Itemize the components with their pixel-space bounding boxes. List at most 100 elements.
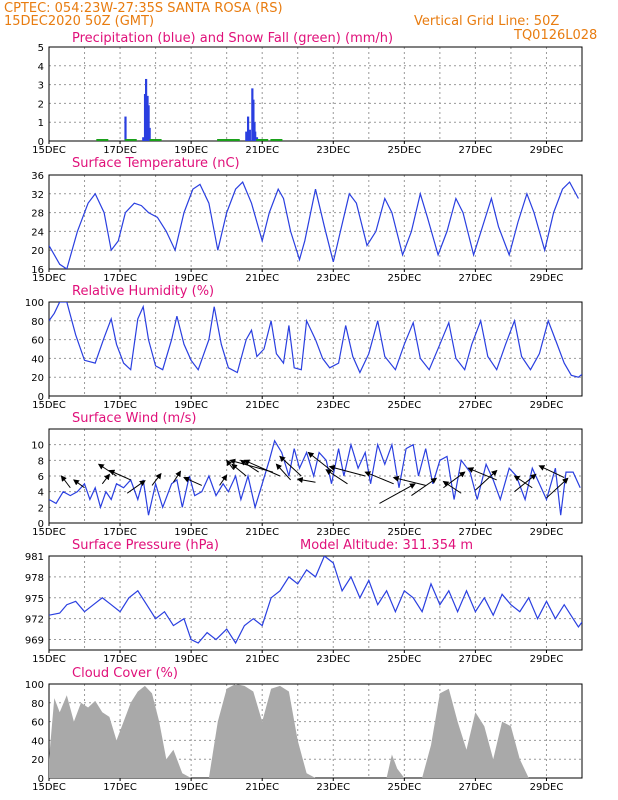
x-tick-label: 29DEC	[530, 273, 564, 284]
y-tick-label: 0	[38, 137, 44, 148]
plot-area	[49, 181, 579, 269]
wind-arrow	[392, 475, 426, 486]
wind-arrow	[60, 475, 71, 489]
y-tick-label: 80	[31, 699, 44, 710]
x-tick-label: 25DEC	[387, 400, 421, 411]
panel-frame	[48, 174, 583, 270]
cloud-cover-area	[49, 684, 582, 778]
y-tick-label: 2	[38, 99, 44, 110]
snowfall-bar	[217, 139, 230, 141]
wind-arrow	[108, 469, 131, 481]
x-tick-label: 21DEC	[245, 273, 279, 284]
pressure-panel: Surface Pressure (hPa) Model Altitude: 3…	[25, 538, 583, 665]
y-tick-label: 80	[31, 317, 44, 328]
x-tick-label: 29DEC	[530, 400, 564, 411]
x-tick-label: 25DEC	[387, 273, 421, 284]
y-tick-label: 981	[25, 552, 44, 563]
precipitation-bar	[254, 131, 257, 141]
x-tick-label: 17DEC	[103, 654, 137, 665]
x-tick-label: 23DEC	[316, 273, 350, 284]
wind-arrow	[279, 455, 302, 477]
precipitation-bar	[148, 127, 151, 141]
wind-arrow	[475, 469, 498, 491]
x-tick-label: 19DEC	[174, 782, 208, 793]
y-tick-label: 0	[38, 392, 44, 403]
panel-frame	[48, 428, 583, 524]
wind-arrow	[379, 483, 416, 504]
y-tick-label: 972	[25, 615, 44, 626]
precipitation-title: Precipitation (blue) and Snow Fall (gree…	[72, 31, 393, 46]
y-tick-label: 60	[31, 336, 44, 347]
x-tick-label: 23DEC	[316, 145, 350, 156]
x-tick-label: 27DEC	[459, 400, 493, 411]
wind-arrow	[231, 463, 247, 477]
x-tick-label: 23DEC	[316, 654, 350, 665]
precipitation-bar	[142, 137, 145, 141]
x-tick-label: 17DEC	[103, 273, 137, 284]
y-tick-label: 16	[31, 265, 44, 276]
y-tick-label: 2	[38, 503, 44, 514]
wind-arrow	[328, 464, 366, 477]
y-tick-label: 3	[38, 81, 44, 92]
x-tick-label: 17DEC	[103, 527, 137, 538]
x-tick-label: 21DEC	[245, 145, 279, 156]
plot-area	[49, 684, 582, 778]
y-tick-label: 5	[38, 43, 44, 54]
y-tick-label: 1	[38, 118, 44, 129]
y-tick-label: 8	[38, 456, 44, 467]
precipitation-bar	[248, 129, 251, 141]
x-tick-label: 15DEC	[32, 782, 66, 793]
wind-arrow	[172, 470, 182, 483]
y-tick-label: 100	[25, 298, 44, 309]
x-tick-label: 21DEC	[245, 527, 279, 538]
y-tick-label: 36	[31, 171, 44, 182]
x-tick-label: 29DEC	[530, 654, 564, 665]
precipitation-bar	[245, 131, 248, 141]
y-tick-label: 978	[25, 573, 44, 584]
series-line	[49, 302, 582, 378]
wind-arrow	[296, 477, 316, 483]
wind-arrow	[467, 467, 497, 481]
y-tick-label: 0	[38, 519, 44, 530]
x-tick-label: 27DEC	[459, 145, 493, 156]
x-tick-label: 27DEC	[459, 527, 493, 538]
run-time-label: 15DEC2020 50Z (GMT)	[4, 14, 154, 29]
temperature-panel: Surface Temperature (nC) 16 20 24 28 32 36 15D…	[31, 156, 583, 284]
cloud-cover-panel: Cloud Cover (%) 0 20 40 60 80 100 15DEC 17DEC 19…	[25, 666, 583, 793]
precipitation-bar	[252, 99, 255, 141]
x-tick-label: 21DEC	[245, 654, 279, 665]
y-tick-label: 10	[31, 441, 44, 452]
x-tick-label: 15DEC	[32, 400, 66, 411]
series-line	[49, 439, 581, 516]
plot-area	[96, 78, 283, 141]
wind-arrow	[364, 471, 394, 485]
precipitation-panel: Precipitation (blue) and Snow Fall (gree…	[32, 31, 583, 156]
x-tick-label: 25DEC	[387, 654, 421, 665]
x-tick-label: 19DEC	[174, 400, 208, 411]
x-tick-label: 15DEC	[32, 145, 66, 156]
x-tick-label: 27DEC	[459, 654, 493, 665]
wind-arrow	[151, 472, 162, 486]
y-tick-label: 975	[25, 594, 44, 605]
y-tick-label: 20	[31, 246, 44, 257]
wind-arrow	[97, 463, 117, 477]
x-tick-label: 29DEC	[530, 145, 564, 156]
wind-arrow	[442, 480, 462, 494]
plot-area	[49, 556, 582, 645]
panel-frame	[48, 555, 583, 651]
y-tick-label: 20	[31, 373, 44, 384]
precipitation-bar	[147, 105, 150, 141]
wind-panel: Surface Wind (m/s) 0 2 4 6 8 10 15DEC 17DEC 19DE…	[31, 411, 583, 538]
wind-arrow	[243, 459, 281, 477]
y-tick-label: 969	[25, 636, 44, 647]
y-tick-label: 0	[38, 774, 44, 785]
wind-title: Surface Wind (m/s)	[72, 411, 196, 426]
snowfall-bar	[270, 139, 283, 141]
snowfall-bar	[227, 139, 240, 141]
y-tick-label: 24	[31, 227, 44, 238]
cloud-cover-title: Cloud Cover (%)	[72, 666, 178, 681]
snowfall-bar	[96, 139, 109, 141]
wind-arrow	[513, 475, 533, 489]
x-tick-label: 21DEC	[245, 400, 279, 411]
